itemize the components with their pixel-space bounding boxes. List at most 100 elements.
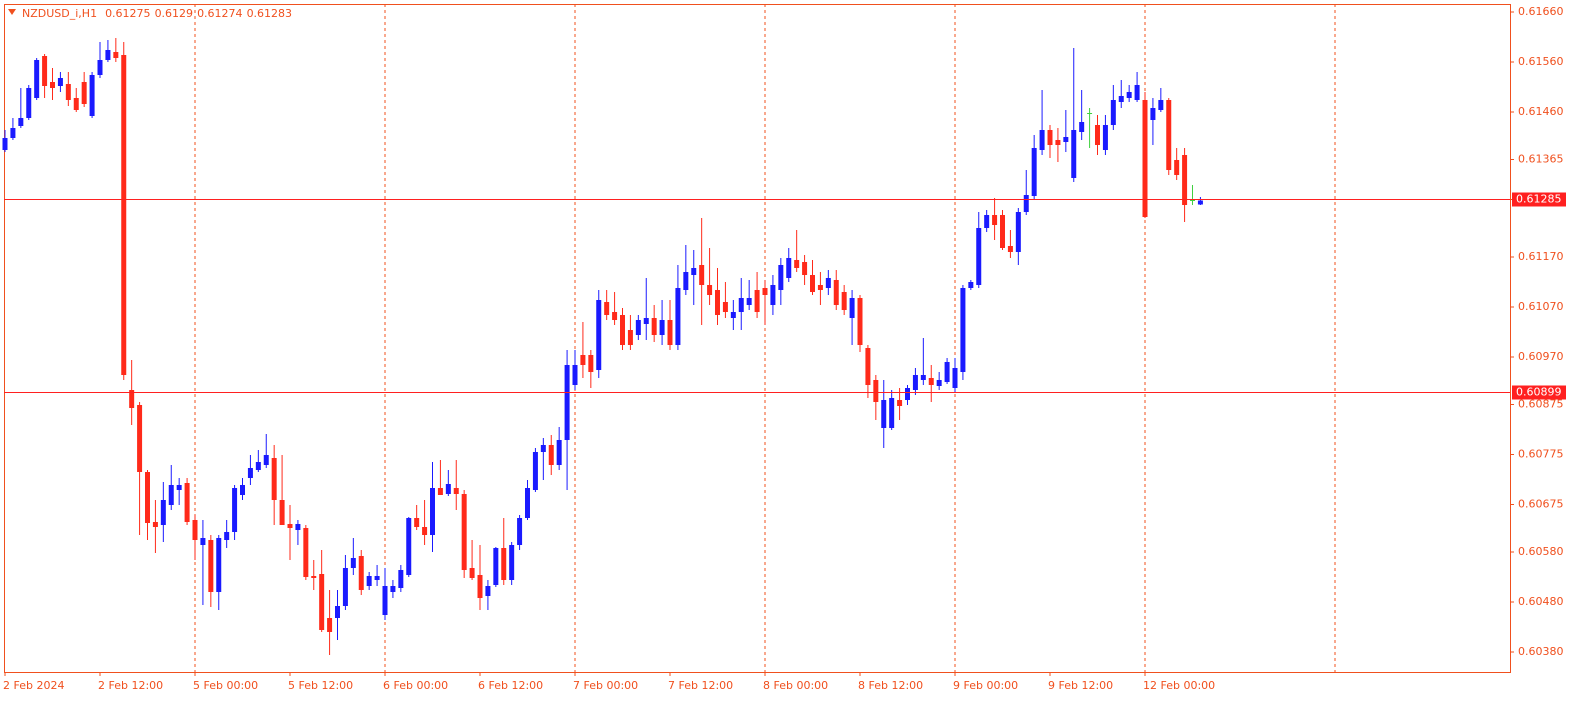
candle-body bbox=[643, 318, 649, 324]
candle-body bbox=[881, 400, 887, 428]
candle-body bbox=[1150, 108, 1156, 120]
x-tick-label: 2 Feb 12:00 bbox=[98, 679, 163, 692]
x-tick-label: 7 Feb 12:00 bbox=[668, 679, 733, 692]
candle-body bbox=[889, 398, 895, 428]
candle-body bbox=[1055, 140, 1061, 145]
price-label: 0.61285 bbox=[1516, 193, 1562, 206]
candle-body bbox=[707, 285, 713, 295]
candle-body bbox=[295, 524, 301, 530]
x-tick-label: 9 Feb 00:00 bbox=[953, 679, 1018, 692]
y-tick-label: 0.61365 bbox=[1518, 153, 1564, 166]
candle-body bbox=[422, 527, 428, 535]
candle-body bbox=[485, 586, 491, 596]
candle-body bbox=[1126, 92, 1132, 98]
candle-body bbox=[1071, 130, 1077, 178]
candle-body bbox=[1174, 160, 1180, 175]
candle-body bbox=[50, 82, 55, 88]
candle-body bbox=[461, 494, 467, 570]
candle-body bbox=[905, 388, 910, 400]
price-label: 0.60899 bbox=[1516, 386, 1562, 399]
candle-body bbox=[184, 483, 190, 522]
candle-body bbox=[414, 518, 420, 527]
candle-body bbox=[841, 292, 847, 310]
candle-body bbox=[192, 520, 198, 540]
candle-body bbox=[620, 315, 625, 345]
candle-body bbox=[627, 330, 633, 345]
candle-body bbox=[200, 538, 206, 545]
candle-body bbox=[327, 618, 333, 632]
candle-body bbox=[208, 540, 214, 592]
candle-body bbox=[34, 60, 40, 98]
candle-body bbox=[936, 380, 942, 386]
candle-body bbox=[477, 575, 483, 598]
candle-body bbox=[770, 285, 776, 305]
candle-body bbox=[548, 445, 554, 465]
chart-header: NZDUSD_i,H1 0.61275 0.6129 0.61274 0.61283 bbox=[22, 7, 292, 20]
candle-body bbox=[113, 52, 119, 58]
candle-body bbox=[437, 488, 443, 495]
y-tick-label: 0.61560 bbox=[1518, 55, 1564, 68]
candle-body bbox=[1182, 155, 1188, 205]
candle-body bbox=[279, 500, 285, 525]
y-tick-label: 0.61070 bbox=[1518, 300, 1564, 313]
candle-body bbox=[604, 302, 610, 315]
candle-body bbox=[722, 302, 728, 312]
candle-body bbox=[1007, 246, 1013, 252]
candle-body bbox=[564, 365, 570, 440]
candle-body bbox=[1023, 195, 1029, 212]
candle-body bbox=[849, 298, 855, 318]
candle-body bbox=[366, 576, 372, 586]
candle-body bbox=[168, 485, 174, 505]
candle-body bbox=[358, 556, 364, 590]
candle-body bbox=[160, 500, 166, 525]
candle-body bbox=[1047, 130, 1053, 145]
candle-body bbox=[786, 258, 792, 278]
candle-body bbox=[1118, 96, 1124, 102]
chart-menu-marker bbox=[8, 9, 16, 15]
y-tick-label: 0.61660 bbox=[1518, 5, 1564, 18]
candle-body bbox=[525, 488, 530, 518]
candle-body bbox=[303, 528, 309, 577]
candle-body bbox=[374, 576, 380, 580]
header-open: 0.61275 bbox=[105, 7, 151, 20]
candle-body bbox=[216, 538, 222, 592]
candle-body bbox=[1015, 212, 1021, 252]
candle-body bbox=[992, 215, 998, 225]
candle-body bbox=[1166, 100, 1172, 170]
candle-body bbox=[857, 298, 863, 345]
x-tick-label: 6 Feb 00:00 bbox=[383, 679, 448, 692]
y-tick-label: 0.60675 bbox=[1518, 498, 1564, 511]
candle-body bbox=[42, 56, 48, 86]
candle-body bbox=[920, 375, 926, 380]
candle-body bbox=[73, 98, 79, 110]
candle-body bbox=[730, 312, 736, 318]
candle-body bbox=[596, 300, 602, 370]
candle-body bbox=[1158, 100, 1164, 110]
header-low: 0.61274 bbox=[197, 7, 243, 20]
candle-body bbox=[635, 320, 641, 335]
candle-body bbox=[263, 455, 269, 465]
candle-body bbox=[382, 586, 388, 615]
candle-body bbox=[612, 312, 618, 320]
candle-body bbox=[651, 318, 657, 335]
candle-body bbox=[865, 348, 871, 385]
candle-body bbox=[1063, 137, 1069, 142]
candle-body bbox=[1087, 113, 1093, 114]
candle-body bbox=[588, 355, 594, 372]
candle-body bbox=[430, 488, 435, 535]
x-tick-label: 5 Feb 00:00 bbox=[193, 679, 258, 692]
y-tick-label: 0.60580 bbox=[1518, 545, 1564, 558]
candle-body bbox=[580, 355, 586, 365]
candle-body bbox=[810, 275, 815, 292]
candle-body bbox=[121, 55, 127, 375]
candle-body bbox=[912, 375, 918, 390]
header-high: 0.6129 bbox=[155, 7, 194, 20]
candle-body bbox=[105, 50, 111, 60]
candle-body bbox=[232, 488, 238, 532]
candle-body bbox=[26, 88, 32, 118]
candle-body bbox=[960, 288, 966, 372]
plot-frame bbox=[4, 4, 1511, 673]
candle-body bbox=[762, 288, 768, 295]
